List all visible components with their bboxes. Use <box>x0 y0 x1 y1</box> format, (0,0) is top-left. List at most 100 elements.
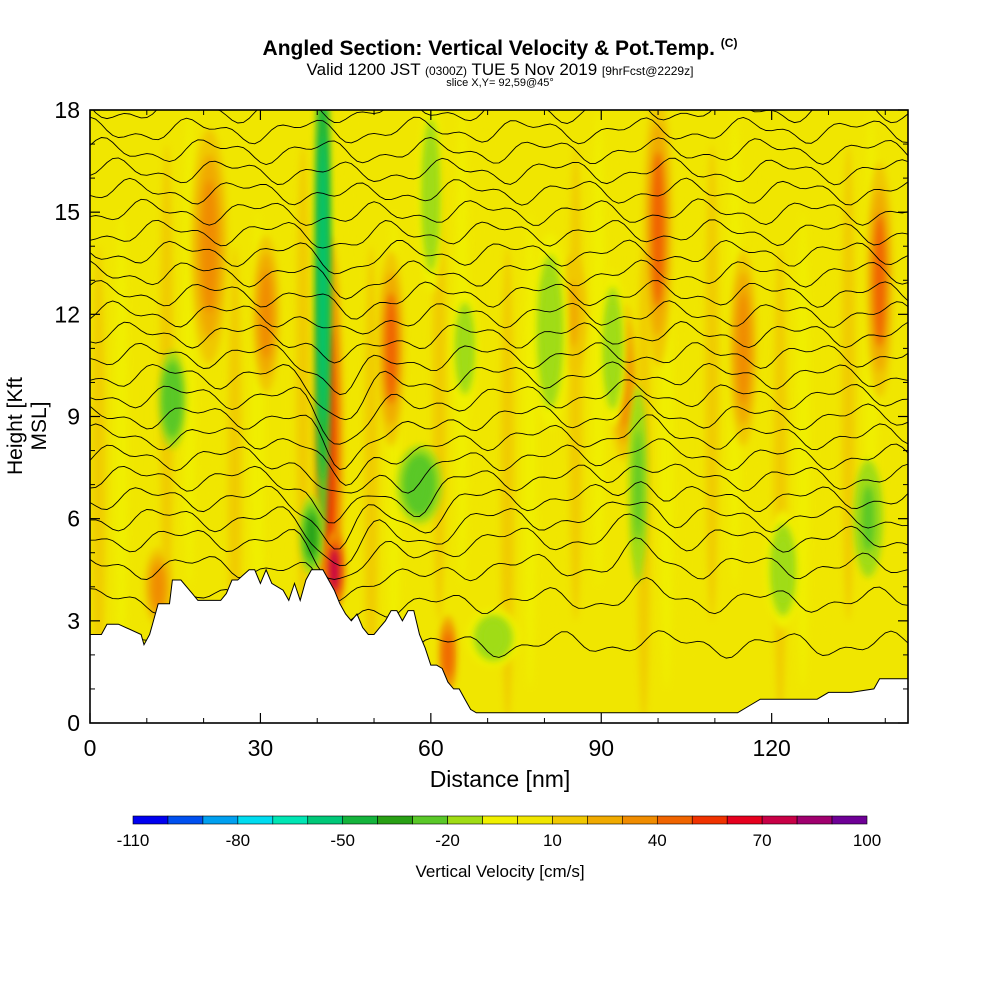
y-tick-label: 15 <box>54 199 80 225</box>
colorbar-tick-label: 70 <box>753 831 772 850</box>
updraft-cell <box>566 281 579 348</box>
colorbar-segment <box>202 815 239 825</box>
downdraft-cell <box>425 139 437 251</box>
theta-contour-line <box>90 76 908 103</box>
theta-contour-line <box>90 116 908 145</box>
weak-band <box>364 246 379 723</box>
y-tick-label: 9 <box>67 404 80 430</box>
theta-contour-line <box>90 537 908 602</box>
downdraft-cell <box>634 429 643 540</box>
terrain-mask <box>89 568 909 724</box>
colorbar-segment <box>726 815 763 825</box>
colorbar-segment <box>272 815 309 825</box>
weak-band <box>705 144 719 621</box>
colorbar-segment <box>552 815 588 825</box>
weak-band <box>477 110 492 553</box>
colorbar-tick-label: -110 <box>117 831 150 850</box>
theta-contour-line <box>90 438 908 494</box>
y-tick-label: 18 <box>54 97 80 123</box>
colorbar-segment <box>237 815 274 825</box>
weak-band <box>137 178 151 655</box>
updraft-cell <box>260 270 273 359</box>
weak-band <box>591 110 606 587</box>
colorbar-segment <box>482 815 518 825</box>
colorbar-tick-label: -50 <box>330 831 355 850</box>
y-tick-label: 3 <box>67 608 80 634</box>
colorbar-tick-label: 10 <box>543 831 562 850</box>
colorbar-label: Vertical Velocity [cm/s] <box>415 862 585 881</box>
updraft-cell <box>385 293 398 404</box>
colorbar-tick-label: 100 <box>853 831 881 850</box>
downdraft-cell <box>409 462 430 507</box>
colorbar-segment <box>761 815 798 825</box>
downdraft-cell <box>319 136 327 425</box>
theta-contour-line <box>90 577 908 623</box>
colorbar-segment <box>691 815 728 825</box>
colorbar-segment <box>307 815 344 825</box>
y-axis-label: Height [Kft MSL] <box>4 376 51 476</box>
title-copyright-mark: (C) <box>720 36 738 50</box>
x-tick-label: 30 <box>248 735 274 761</box>
theta-contour-line <box>90 56 908 83</box>
updraft-cell <box>443 632 452 678</box>
theta-contour-line <box>90 342 908 396</box>
valid-date: TUE 5 Nov 2019 <box>471 60 598 79</box>
downdraft-cell <box>458 315 471 382</box>
colorbar-segment <box>377 815 413 825</box>
colorbar-segment <box>132 815 169 825</box>
theta-contour-line <box>90 280 908 320</box>
colorbar-segment <box>517 815 553 825</box>
x-tick-label: 90 <box>588 735 614 761</box>
colorbar-segment <box>831 815 868 825</box>
theta-contour-line <box>90 239 908 275</box>
theta-contours <box>90 56 908 660</box>
downdraft-cell <box>606 304 619 393</box>
updraft-cell <box>201 179 218 313</box>
theta-contour-line <box>90 361 908 421</box>
colorbar-segment <box>167 815 204 825</box>
downdraft-cell <box>166 371 179 428</box>
theta-contour-line <box>90 513 908 580</box>
updraft-cell <box>152 564 165 609</box>
theta-contour-line <box>90 414 908 486</box>
weak-band <box>500 246 515 723</box>
weak-band <box>114 212 129 689</box>
theta-contour-line <box>90 198 908 226</box>
weak-band <box>750 110 765 553</box>
theta-contour-line <box>90 137 908 165</box>
colorbar-tick-label: 40 <box>648 831 667 850</box>
valid-time-utc: (0300Z) <box>425 64 468 78</box>
slice-info: slice X,Y= 92,59@45° <box>446 77 554 89</box>
colorbar-tick-label: -80 <box>226 831 251 850</box>
colorbar-segment <box>587 815 623 825</box>
downdraft-cell <box>306 513 317 558</box>
theta-contour-line <box>90 463 908 524</box>
colorbar-tick-label: -20 <box>435 831 460 850</box>
theta-contour-line <box>90 395 908 470</box>
chart-subtitle: Valid 1200 JST (0300Z) TUE 5 Nov 2019 [9… <box>0 60 1000 80</box>
forecast-info: [9hrFcst@2229z] <box>601 64 694 78</box>
theta-contour-line <box>90 300 908 335</box>
theta-contour-line <box>90 379 908 445</box>
colorbar-segment <box>796 815 833 825</box>
theta-contour-line <box>90 177 908 206</box>
weak-band <box>841 144 856 621</box>
theta-contour-line <box>90 501 908 567</box>
x-tick-label: 60 <box>418 735 444 761</box>
weak-band <box>773 246 788 723</box>
colorbar-segment <box>447 815 483 825</box>
updraft-cell <box>329 547 340 592</box>
x-tick-label: 120 <box>752 735 790 761</box>
theta-contour-line <box>90 321 908 364</box>
weak-band <box>682 178 697 655</box>
weak-band <box>818 178 833 655</box>
valid-time: Valid 1200 JST <box>306 60 421 79</box>
theta-contour-line <box>90 259 908 300</box>
updraft-cell <box>737 293 750 404</box>
chart-title: Angled Section: Vertical Velocity & Pot.… <box>262 36 738 60</box>
theta-contour-line <box>90 481 908 550</box>
y-tick-label: 12 <box>54 301 80 327</box>
colorbar: -110 -80 -50 -20 10 40 70 100 <box>117 815 881 850</box>
weak-band <box>409 178 424 655</box>
y-tick-label: 0 <box>67 710 80 736</box>
